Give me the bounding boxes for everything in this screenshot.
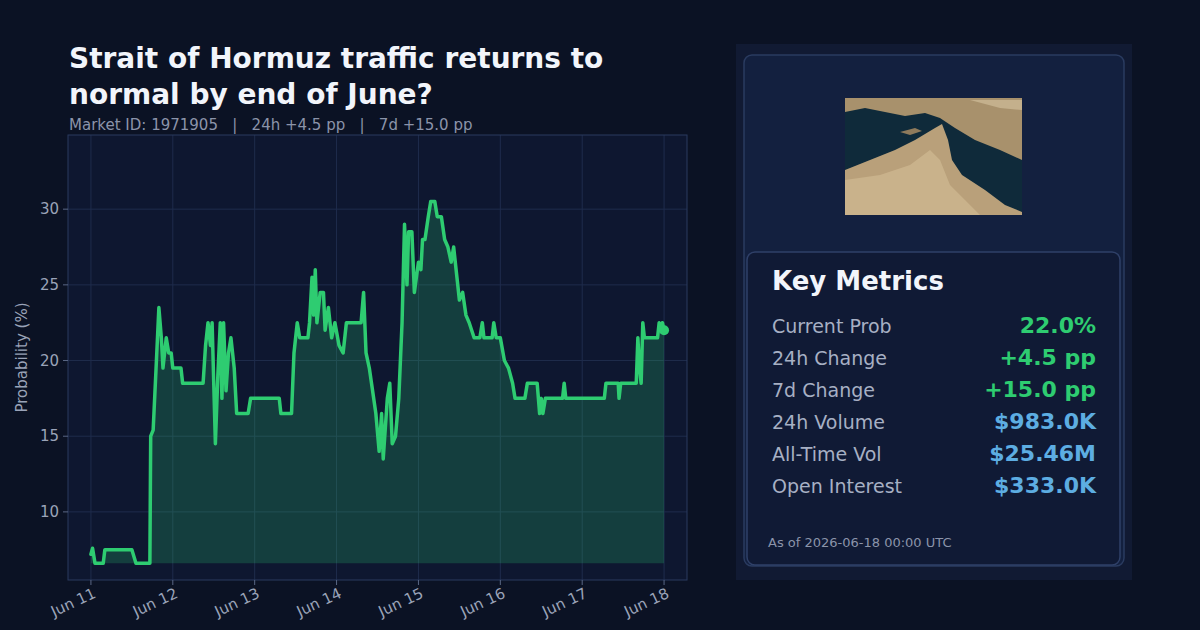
y-tick-label: 15 <box>40 427 59 445</box>
metric-label: Current Prob <box>772 315 892 337</box>
panel-bg <box>736 44 1132 580</box>
x-tick-label: Jun 14 <box>293 584 344 621</box>
canvas: Strait of Hormuz traffic returns tonorma… <box>0 0 1200 630</box>
y-tick-label: 30 <box>40 200 59 218</box>
title: Strait of Hormuz traffic returns tonorma… <box>69 42 603 111</box>
grid-line <box>68 284 687 285</box>
metrics-title: Key Metrics <box>772 266 944 296</box>
metrics-card <box>747 252 1120 565</box>
grid-line <box>68 209 687 210</box>
y-tick <box>63 436 68 437</box>
x-tick-label: Jun 12 <box>129 584 180 621</box>
metric-value: $983.0K <box>994 409 1097 434</box>
x-tick-label: Jun 15 <box>375 584 426 621</box>
plot-area <box>68 135 687 580</box>
metric-value: 22.0% <box>1020 313 1096 338</box>
as-of-note: As of 2026-06-18 00:00 UTC <box>768 535 952 550</box>
y-tick <box>63 284 68 285</box>
title-line: normal by end of June? <box>69 78 433 111</box>
x-tick-label: Jun 18 <box>620 584 671 621</box>
map-land-south <box>845 124 1022 215</box>
y-axis-title: Probability (%) <box>13 302 31 412</box>
metric-label: Open Interest <box>772 475 902 497</box>
map-land-south-2 <box>845 150 980 215</box>
y-tick-label: 20 <box>40 352 59 370</box>
metric-label: 7d Change <box>772 379 875 401</box>
y-tick <box>63 209 68 210</box>
data-layer <box>91 202 669 564</box>
grid-line <box>90 135 91 580</box>
metric-label: All-Time Vol <box>772 443 882 465</box>
grid <box>68 135 687 580</box>
y-tick <box>63 511 68 512</box>
metric-label: 24h Change <box>772 347 887 369</box>
metric-value: +4.5 pp <box>999 345 1096 370</box>
map-inner <box>845 98 1022 215</box>
map-land-north-2 <box>970 100 1022 110</box>
line <box>91 202 664 564</box>
x-tick-label: Jun 16 <box>457 584 508 621</box>
end-dot <box>659 325 669 335</box>
metric-value: +15.0 pp <box>984 377 1096 402</box>
map-image <box>845 98 1022 215</box>
x-tick-label: Jun 17 <box>539 584 590 621</box>
subtitle: Market ID: 1971905 | 24h +4.5 pp | 7d +1… <box>69 116 472 134</box>
map-island <box>900 128 922 135</box>
plot-frame <box>68 135 687 580</box>
x-tick-label: Jun 13 <box>211 584 262 621</box>
x-tick-label: Jun 11 <box>47 584 98 621</box>
title-line: Strait of Hormuz traffic returns to <box>69 42 603 75</box>
area <box>91 202 664 564</box>
side-panel: Key Metrics Current Prob 22.0% 24h Change +4… <box>736 44 1132 580</box>
metric-value: $25.46M <box>989 441 1096 466</box>
y-tick <box>63 360 68 361</box>
map-sea <box>845 98 1022 215</box>
y-tick-label: 25 <box>40 276 59 294</box>
metric-label: 24h Volume <box>772 411 885 433</box>
panel-card <box>744 55 1124 566</box>
metric-value: $333.0K <box>994 473 1097 498</box>
axes: 10 15 20 25 30 Jun 11 Jun 12 Jun 13 Jun 14 Jun 15… <box>13 200 672 621</box>
background <box>0 0 1200 630</box>
y-tick-label: 10 <box>40 503 59 521</box>
